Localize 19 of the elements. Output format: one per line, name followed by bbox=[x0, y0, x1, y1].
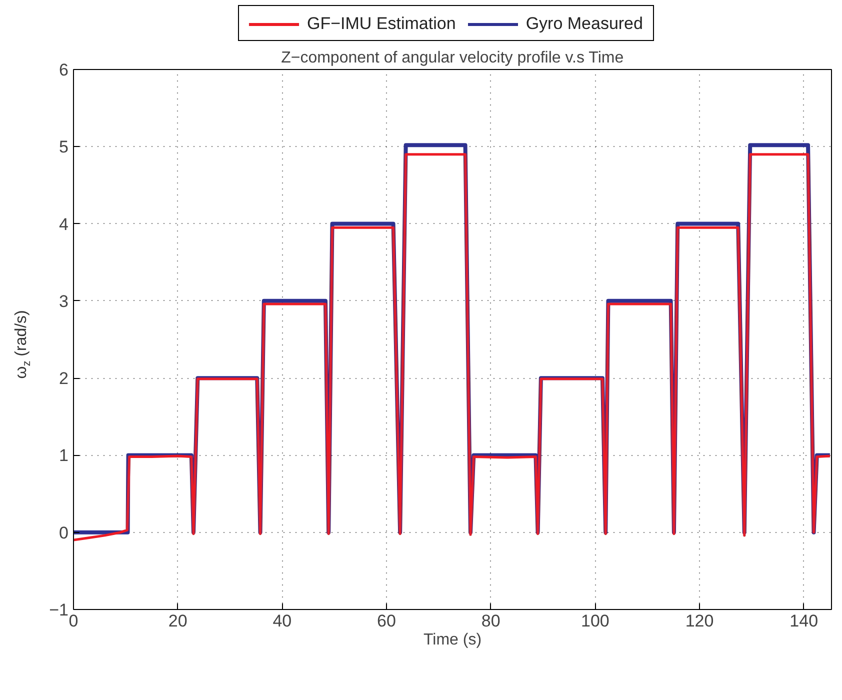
legend-label: Gyro Measured bbox=[524, 13, 643, 36]
y-tick-label: 5 bbox=[59, 138, 69, 157]
y-tick-label: 0 bbox=[59, 523, 69, 542]
x-tick-label: 40 bbox=[272, 612, 292, 630]
y-tick-label: 2 bbox=[59, 369, 69, 388]
x-tick-label: 60 bbox=[377, 612, 396, 630]
x-axis-title: Time (s) bbox=[423, 632, 482, 648]
y-tick-label: 1 bbox=[59, 446, 69, 466]
legend-label: GF−IMU Estimation bbox=[306, 13, 456, 36]
chart-title: Z−component of angular velocity profile v.s Time bbox=[281, 50, 624, 66]
x-tick-label: 80 bbox=[481, 612, 500, 630]
x-tick-label: 100 bbox=[580, 612, 610, 630]
x-tick-label: 140 bbox=[790, 612, 818, 630]
y-tick-label: 6 bbox=[59, 60, 69, 80]
y-tick-label: 3 bbox=[59, 292, 69, 311]
y-tick-label: 4 bbox=[59, 214, 69, 234]
x-tick-label: 120 bbox=[685, 612, 714, 630]
y-tick-label: −1 bbox=[49, 600, 69, 620]
x-tick-label: 20 bbox=[168, 612, 188, 630]
